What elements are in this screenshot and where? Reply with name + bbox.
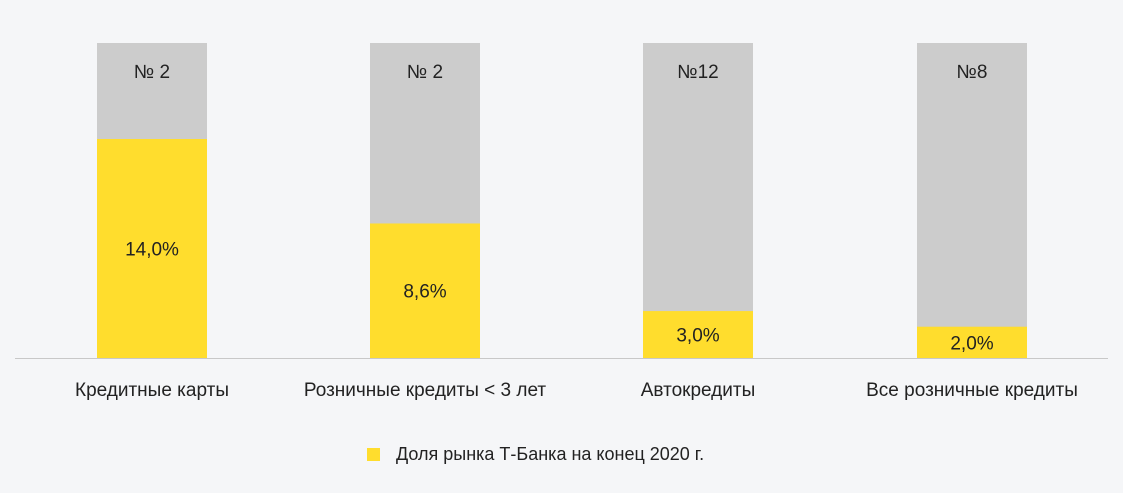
legend: Доля рынка Т-Банка на конец 2020 г.	[367, 440, 704, 468]
legend-swatch	[367, 447, 380, 461]
category-label: Кредитные карты	[75, 380, 229, 401]
bar-remainder	[643, 43, 753, 358]
bar-share	[643, 311, 753, 358]
legend-label: Доля рынка Т-Банка на конец 2020 г.	[396, 443, 705, 464]
rank-label: №8	[957, 62, 988, 83]
bar-remainder	[917, 43, 1027, 358]
bar-share	[97, 139, 207, 358]
rank-label: №12	[677, 62, 719, 83]
data-label: 14,0%	[125, 240, 179, 261]
category-label: Автокредиты	[641, 380, 756, 401]
data-label: 2,0%	[950, 333, 993, 354]
rank-label: № 2	[407, 62, 443, 83]
category-label: Розничные кредиты < 3 лет	[304, 380, 547, 401]
bar-share	[917, 326, 1027, 358]
rank-label: № 2	[134, 62, 170, 83]
bar-share	[370, 223, 480, 358]
category-label: Все розничные кредиты	[866, 380, 1078, 401]
data-label: 3,0%	[676, 326, 719, 347]
data-label: 8,6%	[403, 282, 446, 303]
bar-chart-plot: № 2 14,0% Кредитные карты № 2 8,6% Розничные …	[15, 43, 1108, 401]
